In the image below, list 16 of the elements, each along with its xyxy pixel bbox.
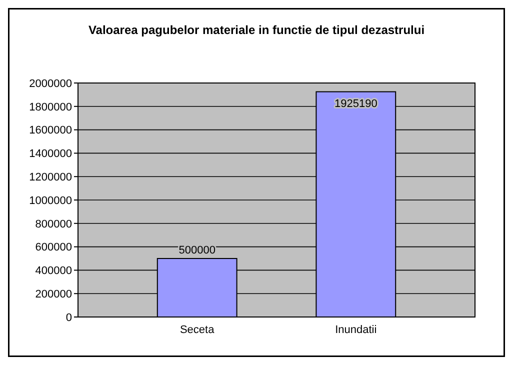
y-tick-label: 1800000: [29, 101, 72, 114]
y-tick-label: 600000: [35, 242, 72, 254]
y-tick-label: 2000000: [29, 78, 72, 90]
x-tick-label: Seceta: [180, 324, 216, 336]
y-tick-label: 800000: [35, 218, 72, 230]
y-tick-label: 400000: [35, 265, 72, 278]
y-tick-label: 1200000: [29, 171, 72, 184]
y-tick-label: 200000: [35, 288, 72, 300]
y-tick-label: 1000000: [29, 194, 72, 207]
chart-title: Valoarea pagubelor materiale in functie de tipul dezastrului: [88, 23, 425, 37]
y-tick-label: 1400000: [29, 148, 72, 160]
x-tick-label: Inundatii: [335, 324, 377, 336]
data-label: 1925190: [334, 98, 378, 110]
y-tick-label: 0: [66, 312, 72, 324]
y-tick-label: 1600000: [29, 124, 72, 137]
data-label: 500000: [178, 244, 216, 256]
